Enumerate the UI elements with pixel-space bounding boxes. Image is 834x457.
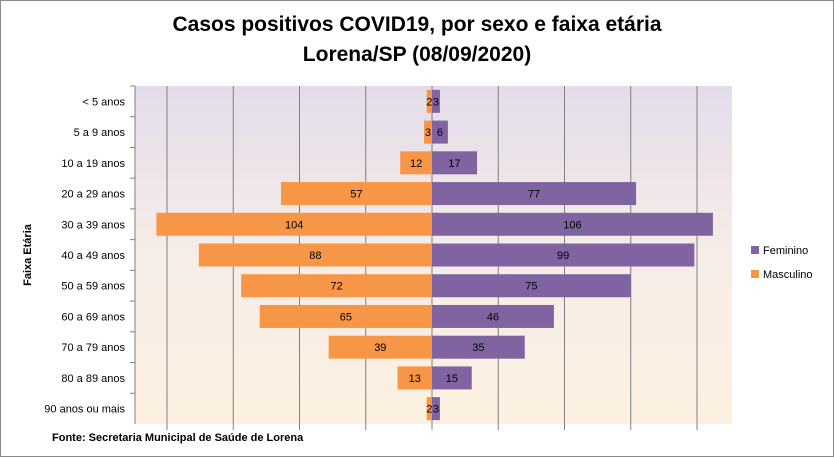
- y-axis-title: Faixa Etária: [22, 223, 34, 286]
- data-label-masculino: 13: [409, 373, 421, 385]
- data-label-masculino: 12: [410, 158, 422, 170]
- data-label-feminino: 3: [433, 404, 439, 416]
- bar-masculino: [280, 182, 432, 206]
- data-label-masculino: 39: [374, 342, 386, 354]
- bar-masculino: [328, 335, 432, 359]
- category-label: 50 a 59 anos: [61, 281, 125, 293]
- chart-title: Casos positivos COVID19, por sexo e faix…: [172, 13, 662, 36]
- bar-feminino: [432, 212, 713, 236]
- data-label-masculino: 2: [426, 404, 432, 416]
- bar-feminino: [432, 89, 440, 113]
- bar-masculino: [198, 243, 432, 267]
- bar-masculino: [400, 151, 432, 175]
- data-label-feminino: 3: [433, 96, 439, 108]
- chart-subtitle: Lorena/SP (08/09/2020): [302, 43, 532, 66]
- data-label-feminino: 99: [557, 250, 569, 262]
- bar-masculino: [426, 89, 432, 113]
- data-label-masculino: 72: [330, 281, 342, 293]
- data-label-masculino: 65: [340, 311, 352, 323]
- legend-swatch-feminino: [751, 246, 759, 254]
- category-label: 30 a 39 anos: [61, 219, 125, 231]
- bar-masculino: [424, 120, 432, 144]
- bar-feminino: [432, 151, 478, 175]
- category-label: < 5 anos: [82, 96, 125, 108]
- bar-feminino: [432, 182, 637, 206]
- legend-swatch-masculino: [751, 270, 759, 278]
- bar-feminino: [432, 120, 448, 144]
- bars: [156, 89, 713, 421]
- bar-feminino: [432, 243, 695, 267]
- data-label-feminino: 75: [525, 281, 537, 293]
- category-label: 40 a 49 anos: [61, 250, 125, 262]
- data-label-feminino: 15: [446, 373, 458, 385]
- bar-masculino: [241, 274, 432, 298]
- data-label-masculino: 2: [426, 96, 432, 108]
- data-label-masculino: 104: [285, 219, 303, 231]
- legend-label-feminino: Feminino: [763, 245, 808, 257]
- data-label-masculino: 57: [350, 189, 362, 201]
- category-label: 60 a 69 anos: [61, 311, 125, 323]
- category-tick-labels: < 5 anos 5 a 9 anos 10 a 19 anos 20 a 29 an…: [44, 85, 135, 416]
- data-label-feminino: 77: [528, 189, 540, 201]
- legend-label-masculino: Masculino: [763, 269, 813, 281]
- category-label: 90 anos ou mais: [44, 404, 125, 416]
- category-label: 80 a 89 anos: [61, 373, 125, 385]
- data-label-feminino: 6: [437, 127, 443, 139]
- bar-feminino: [432, 335, 525, 359]
- data-label-feminino: 106: [563, 219, 581, 231]
- category-label: 5 a 9 anos: [74, 127, 126, 139]
- bar-masculino: [426, 397, 432, 421]
- data-label-masculino: 88: [309, 250, 321, 262]
- source-note: Fonte: Secretaria Municipal de Saúde de …: [52, 432, 304, 444]
- bar-feminino: [432, 366, 472, 390]
- bar-feminino: [432, 304, 554, 328]
- bar-feminino: [432, 397, 440, 421]
- data-label-feminino: 46: [487, 311, 499, 323]
- category-label: 70 a 79 anos: [61, 342, 125, 354]
- data-label-feminino: 35: [472, 342, 484, 354]
- category-label: 20 a 29 anos: [61, 189, 125, 201]
- data-label-feminino: 17: [448, 158, 460, 170]
- bar-masculino: [156, 212, 432, 236]
- legend: Feminino Masculino: [751, 245, 813, 281]
- category-label: 10 a 19 anos: [61, 158, 125, 170]
- bar-masculino: [259, 304, 432, 328]
- data-label-masculino: 3: [425, 127, 431, 139]
- bar-masculino: [397, 366, 432, 390]
- bar-feminino: [432, 274, 631, 298]
